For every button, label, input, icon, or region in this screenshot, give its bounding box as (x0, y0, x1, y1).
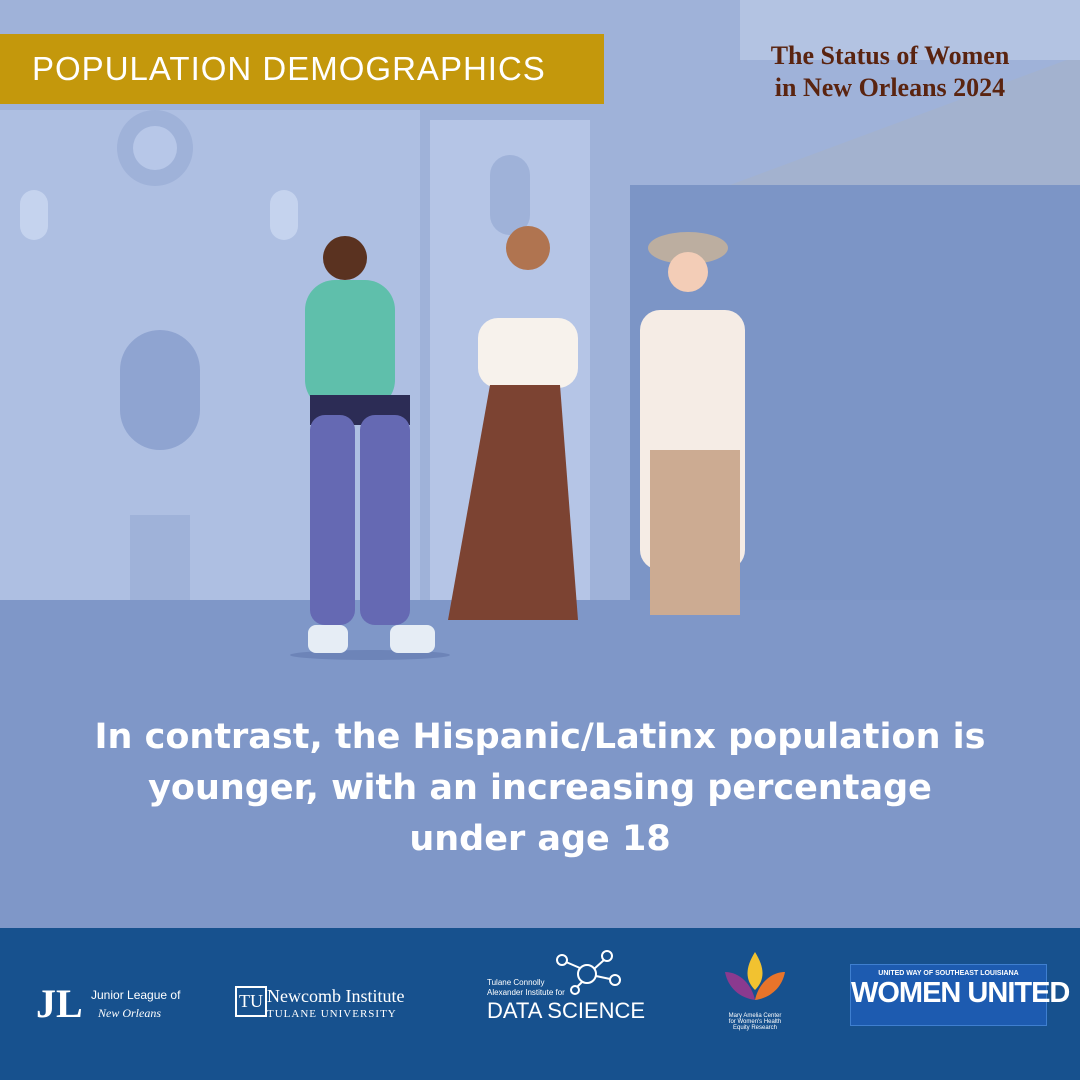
logo-text: Junior League of (91, 988, 181, 1002)
logo-women-united: UNITED WAY OF SOUTHEAST LOUISIANA WOMEN … (850, 964, 1070, 1026)
logo-mary-amelia: Mary Amelia Center for Women's Health Eq… (715, 950, 795, 1031)
logo-text: New Orleans (98, 1006, 161, 1020)
report-title: The Status of Women in New Orleans 2024 (730, 40, 1050, 104)
message-line: younger, with an increasing percentage (148, 768, 932, 808)
logo-text: Equity Research (732, 1025, 778, 1031)
logo-text: Alexander Institute for (487, 988, 565, 997)
report-title-line: in New Orleans 2024 (774, 73, 1006, 102)
flame-icon (725, 952, 785, 1000)
logo-text: Mary Amelia Center (728, 1013, 782, 1019)
logo-text: Newcomb Institute (267, 986, 405, 1006)
logo-text: Tulane Connolly (487, 978, 545, 987)
main-message: In contrast, the Hispanic/Latinx populat… (40, 712, 1040, 865)
section-label: POPULATION DEMOGRAPHICS (0, 34, 604, 104)
illustration (0, 0, 1080, 660)
logo-text: WOMEN UNITED (851, 977, 1070, 1009)
logo-mark: TU (235, 986, 267, 1017)
logo-text: for Women's Health (728, 1019, 782, 1025)
logo-text: TULANE UNIVERSITY (267, 1008, 397, 1020)
logo-text: DATA SCIENCE (487, 998, 646, 1023)
network-icon (556, 950, 621, 995)
message-line: In contrast, the Hispanic/Latinx populat… (94, 717, 986, 757)
logo-mark: JL (36, 981, 83, 1026)
logo-text: UNITED WAY OF SOUTHEAST LOUISIANA (878, 970, 1019, 977)
footer: JL Junior League of New Orleans TU Newco… (0, 928, 1080, 1080)
report-title-line: The Status of Women (770, 41, 1010, 70)
message-line: under age 18 (409, 819, 671, 859)
